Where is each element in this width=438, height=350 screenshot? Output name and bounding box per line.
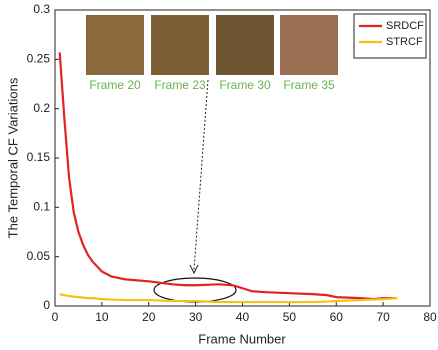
frame-label: Frame 20 bbox=[89, 78, 141, 92]
x-tick-label: 80 bbox=[423, 310, 437, 324]
y-axis-label: The Temporal CF Variations bbox=[5, 77, 20, 238]
thumbnail bbox=[86, 15, 144, 75]
arrow-head bbox=[189, 264, 199, 275]
y-tick-label: 0.15 bbox=[27, 150, 51, 164]
frame-label: Frame 23 bbox=[154, 78, 206, 92]
legend-label: STRCF bbox=[386, 36, 423, 48]
y-tick-label: 0 bbox=[43, 298, 50, 312]
x-tick-label: 60 bbox=[330, 310, 344, 324]
y-tick-label: 0.1 bbox=[33, 200, 50, 214]
axes-box bbox=[54, 9, 431, 307]
y-tick-label: 0.25 bbox=[27, 52, 51, 66]
thumbnail bbox=[151, 15, 209, 75]
x-tick-label: 70 bbox=[376, 310, 390, 324]
thumbnail bbox=[280, 15, 338, 75]
legend-box bbox=[353, 13, 427, 59]
x-tick-label: 30 bbox=[189, 310, 203, 324]
x-tick-label: 40 bbox=[236, 310, 250, 324]
y-tick-label: 0.05 bbox=[27, 249, 51, 263]
y-tick-label: 0.3 bbox=[33, 2, 50, 16]
line-series bbox=[59, 293, 398, 304]
x-tick-label: 20 bbox=[142, 310, 156, 324]
frame-label: Frame 30 bbox=[219, 78, 271, 92]
x-tick-label: 50 bbox=[283, 310, 297, 324]
thumbnails bbox=[86, 15, 338, 75]
x-axis-label: Frame Number bbox=[198, 331, 286, 346]
frame-label: Frame 35 bbox=[283, 78, 335, 92]
thumbnail bbox=[216, 15, 274, 75]
y-tick-label: 0.2 bbox=[33, 101, 50, 115]
x-tick-label: 10 bbox=[95, 310, 109, 324]
legend-label: SRDCF bbox=[386, 20, 424, 32]
line-series bbox=[58, 52, 398, 301]
x-tick-label: 0 bbox=[52, 310, 59, 324]
